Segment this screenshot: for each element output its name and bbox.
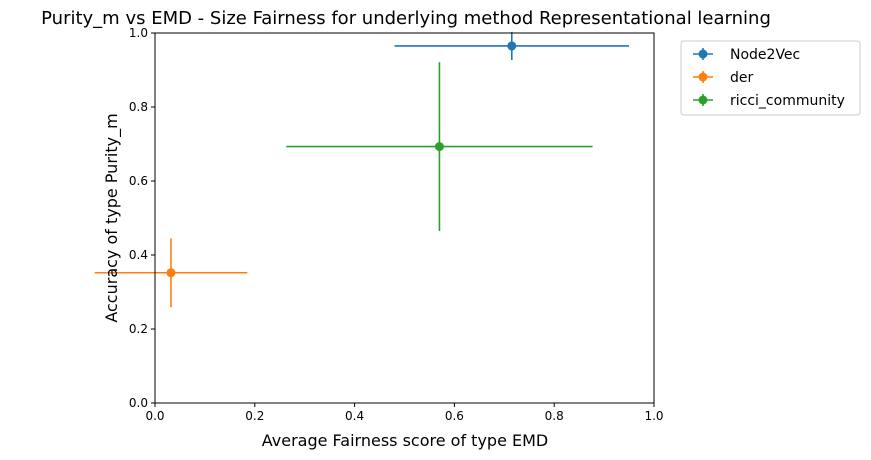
y-tick-label: 0.8 xyxy=(129,100,148,114)
x-axis: 0.0 0.2 0.4 0.6 0.8 1.0 xyxy=(145,403,664,423)
y-tick-label: 0.2 xyxy=(129,322,148,336)
data-point xyxy=(166,268,176,278)
y-tick-label: 0.0 xyxy=(129,396,148,410)
data-point xyxy=(507,41,517,51)
legend-marker-dot xyxy=(698,72,708,82)
series-der xyxy=(94,238,248,308)
legend-marker-dot xyxy=(698,49,708,59)
chart-title: Purity_m vs EMD - Size Fairness for unde… xyxy=(41,8,771,29)
legend-label: Node2Vec xyxy=(730,47,800,63)
x-tick-label: 0.2 xyxy=(245,409,264,423)
series-node2vec xyxy=(394,31,630,61)
legend-label: der xyxy=(730,70,754,86)
y-axis-label: Accuracy of type Purity_m xyxy=(102,113,122,322)
x-tick-label: 0.6 xyxy=(445,409,464,423)
x-tick-label: 0.0 xyxy=(145,409,164,423)
y-tick-label: 1.0 xyxy=(129,26,148,40)
x-axis-label: Average Fairness score of type EMD xyxy=(262,431,548,450)
y-tick-label: 0.4 xyxy=(129,248,148,262)
plot-area xyxy=(94,31,630,308)
legend: Node2Vec der ricci_community xyxy=(680,40,861,116)
data-point xyxy=(434,142,444,152)
x-tick-label: 1.0 xyxy=(644,409,663,423)
y-axis: 0.0 0.2 0.4 0.6 0.8 1.0 xyxy=(129,26,155,410)
x-tick-label: 0.8 xyxy=(545,409,564,423)
legend-label: ricci_community xyxy=(730,93,845,109)
legend-marker-dot xyxy=(698,95,708,105)
y-tick-label: 0.6 xyxy=(129,174,148,188)
legend-box xyxy=(680,40,861,116)
plot-frame xyxy=(154,32,655,404)
series-ricci-community xyxy=(286,62,593,231)
x-tick-label: 0.4 xyxy=(345,409,364,423)
